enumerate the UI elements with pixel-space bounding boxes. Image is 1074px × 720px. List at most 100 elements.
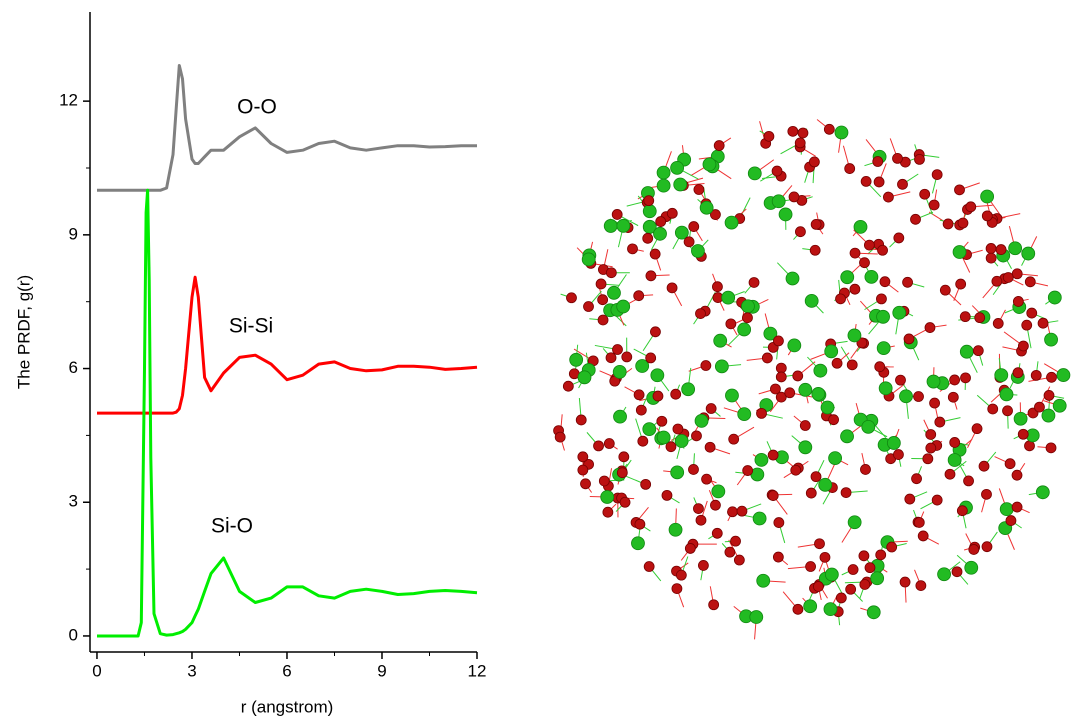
o-atom	[877, 244, 888, 256]
o-atom	[710, 499, 721, 511]
o-atom	[972, 345, 984, 357]
o-atom	[856, 337, 868, 349]
o-atom	[995, 244, 1007, 255]
si-atom	[820, 400, 835, 415]
o-atom	[1043, 390, 1055, 401]
si-atom	[674, 225, 689, 240]
o-atom	[809, 244, 821, 256]
si-atom	[612, 365, 627, 379]
o-atom	[860, 464, 871, 475]
si-atom	[600, 490, 615, 504]
o-atom	[960, 372, 971, 384]
annotation: Si-Si	[229, 315, 273, 338]
o-atom	[844, 163, 856, 174]
si-atom	[763, 326, 778, 341]
o-atom	[931, 169, 943, 181]
si-atom	[803, 599, 818, 614]
o-atom	[1021, 319, 1033, 331]
o-atom	[655, 216, 667, 227]
o-atom	[903, 333, 915, 345]
si-atom	[999, 502, 1014, 517]
si-atom	[861, 419, 876, 434]
o-atom	[593, 440, 604, 452]
o-atom	[942, 218, 954, 230]
si-atom	[613, 409, 627, 424]
o-atom	[886, 541, 898, 553]
si-atom	[847, 515, 862, 530]
si-atom	[834, 125, 849, 140]
o-atom	[831, 357, 843, 369]
si-atom	[798, 382, 813, 397]
o-atom	[742, 312, 753, 324]
si-atom	[798, 440, 813, 455]
o-atom	[650, 326, 661, 338]
o-atom	[934, 416, 946, 428]
series-line	[97, 188, 478, 638]
o-atom	[985, 243, 997, 254]
o-atom	[840, 487, 852, 498]
o-atom	[711, 527, 723, 539]
o-atom	[1002, 405, 1013, 417]
o-atom	[911, 473, 922, 485]
o-atom	[725, 318, 737, 330]
o-atom	[566, 292, 577, 304]
annotation: Si-O	[211, 515, 253, 538]
si-atom	[569, 352, 584, 367]
o-atom	[874, 361, 886, 373]
o-atom	[770, 383, 781, 395]
o-atom	[883, 191, 894, 203]
o-atom	[605, 267, 617, 279]
o-atom	[575, 414, 587, 426]
si-atom	[725, 388, 739, 403]
x-tick-label: 12	[468, 661, 487, 680]
o-atom	[797, 127, 809, 139]
si-atom	[771, 194, 786, 209]
o-atom	[944, 468, 956, 480]
o-atom	[649, 248, 661, 260]
o-atom	[619, 496, 631, 508]
o-atom	[672, 423, 684, 435]
o-atom	[675, 569, 687, 581]
si-atom	[870, 571, 885, 586]
o-atom	[965, 201, 977, 213]
o-atom	[772, 551, 784, 563]
o-atom	[645, 270, 657, 282]
o-atom	[805, 561, 816, 572]
o-atom	[1012, 367, 1024, 379]
o-atom	[949, 374, 961, 386]
o-atom	[846, 359, 858, 371]
si-atom	[749, 610, 764, 624]
o-atom	[931, 494, 943, 506]
o-atom	[992, 318, 1004, 329]
o-atom	[1045, 442, 1057, 454]
si-atom	[840, 270, 855, 285]
o-atom	[730, 535, 741, 547]
o-atom	[860, 175, 872, 187]
si-atom	[631, 536, 645, 551]
o-atom	[666, 282, 678, 294]
si-atom	[1052, 398, 1067, 413]
si-atom	[721, 290, 736, 305]
o-atom	[784, 387, 796, 399]
o-atom	[893, 232, 905, 244]
o-atom	[902, 276, 913, 288]
si-atom	[616, 218, 631, 233]
si-atom	[1047, 290, 1062, 305]
o-atom	[968, 544, 980, 555]
si-atom	[668, 522, 683, 537]
o-atom	[828, 414, 839, 426]
o-atom	[949, 437, 961, 448]
si-atom	[702, 157, 717, 172]
o-atom	[951, 566, 963, 578]
si-atom	[1056, 368, 1071, 382]
o-atom	[788, 191, 800, 203]
si-atom	[937, 567, 951, 582]
o-atom	[640, 478, 652, 490]
o-atom	[773, 517, 785, 528]
si-atom	[642, 204, 657, 219]
o-atom	[991, 275, 1003, 287]
o-atom	[919, 188, 931, 200]
o-atom	[1004, 458, 1016, 470]
x-tick-label: 6	[282, 661, 291, 680]
